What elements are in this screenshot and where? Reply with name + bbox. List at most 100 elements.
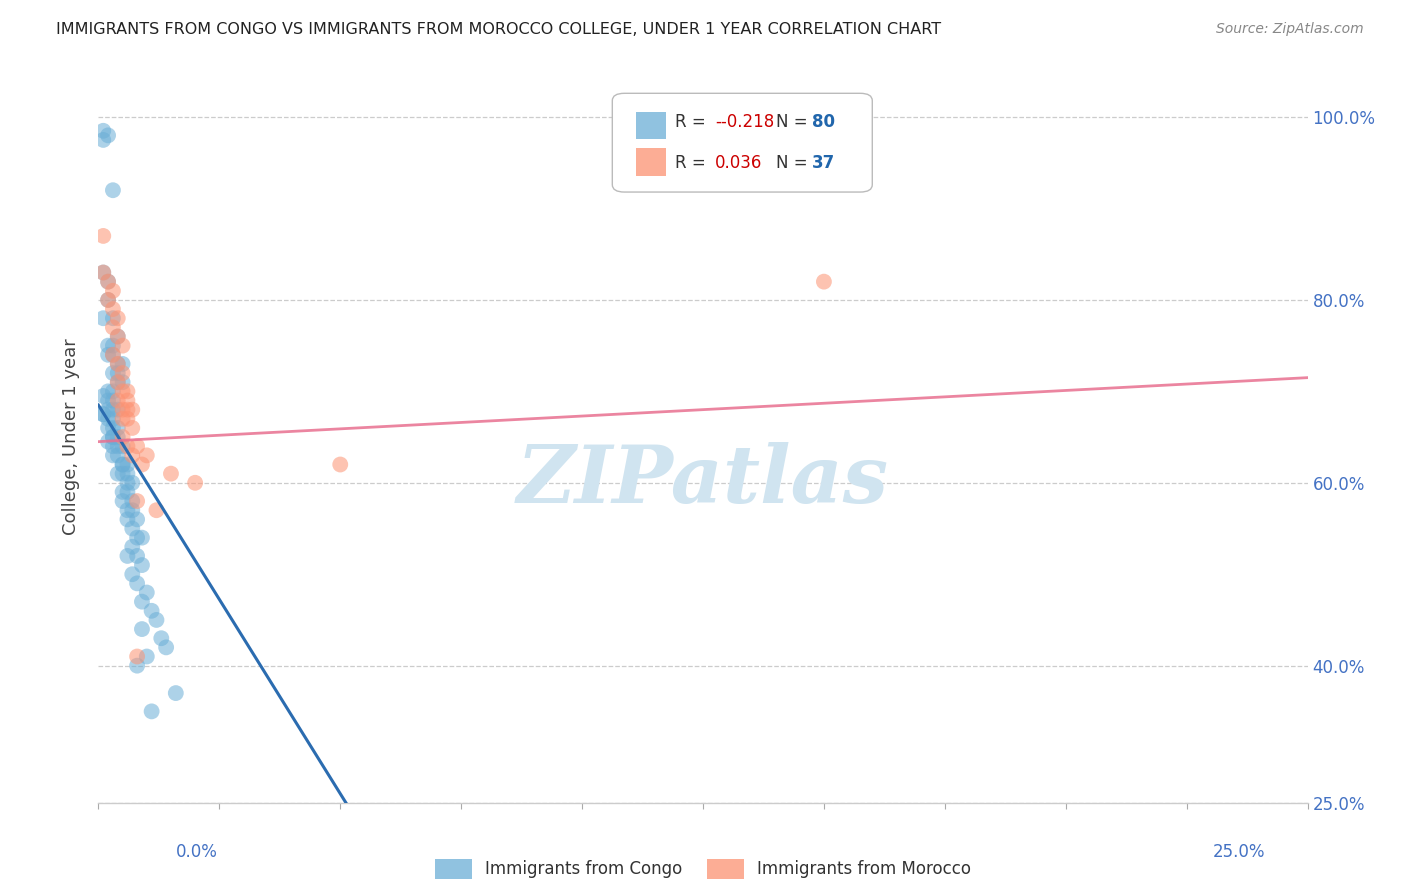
- Point: [117, 485, 139, 500]
- Point: [101, 430, 124, 444]
- Point: [117, 512, 139, 526]
- Text: 37: 37: [811, 153, 835, 171]
- Point: [97, 293, 120, 307]
- Point: [131, 622, 153, 636]
- Point: [107, 402, 129, 417]
- Point: [127, 649, 149, 664]
- Point: [91, 266, 114, 280]
- Point: [117, 458, 139, 472]
- Point: [101, 311, 124, 326]
- Point: [111, 458, 134, 472]
- Point: [111, 411, 134, 425]
- Point: [127, 576, 149, 591]
- Point: [135, 449, 157, 463]
- Point: [160, 467, 183, 481]
- Point: [91, 389, 114, 403]
- Point: [97, 384, 120, 399]
- Point: [107, 430, 129, 444]
- Point: [101, 449, 124, 463]
- Point: [107, 329, 129, 343]
- Text: --0.218: --0.218: [716, 113, 775, 131]
- Point: [165, 686, 187, 700]
- Text: R =: R =: [675, 153, 711, 171]
- Point: [127, 658, 149, 673]
- Point: [117, 439, 139, 453]
- Point: [97, 411, 120, 425]
- Legend: Immigrants from Congo, Immigrants from Morocco: Immigrants from Congo, Immigrants from M…: [434, 859, 972, 879]
- Text: ZIPatlas: ZIPatlas: [517, 442, 889, 520]
- Point: [150, 632, 173, 646]
- Point: [107, 329, 129, 343]
- Point: [127, 549, 149, 563]
- Text: N =: N =: [776, 153, 813, 171]
- Point: [117, 384, 139, 399]
- Point: [101, 411, 124, 425]
- Point: [127, 439, 149, 453]
- Point: [101, 301, 124, 317]
- Point: [813, 275, 835, 289]
- Point: [121, 421, 143, 435]
- Point: [184, 475, 207, 490]
- Point: [155, 640, 177, 655]
- Text: 0.036: 0.036: [716, 153, 762, 171]
- Point: [107, 449, 129, 463]
- Point: [107, 439, 129, 453]
- Point: [97, 275, 120, 289]
- Point: [111, 376, 134, 390]
- Point: [107, 376, 129, 390]
- Point: [111, 494, 134, 508]
- Point: [117, 475, 139, 490]
- Point: [117, 402, 139, 417]
- Point: [97, 434, 120, 449]
- Point: [141, 705, 163, 719]
- Point: [101, 421, 124, 435]
- Point: [121, 540, 143, 554]
- FancyBboxPatch shape: [637, 112, 665, 139]
- Point: [91, 407, 114, 421]
- Point: [131, 531, 153, 545]
- Point: [107, 393, 129, 408]
- Point: [101, 384, 124, 399]
- Point: [127, 531, 149, 545]
- Point: [117, 549, 139, 563]
- Point: [131, 458, 153, 472]
- Point: [101, 393, 124, 408]
- Point: [111, 357, 134, 371]
- Point: [135, 585, 157, 599]
- Point: [329, 458, 352, 472]
- Text: 25.0%: 25.0%: [1213, 843, 1265, 861]
- Point: [145, 503, 167, 517]
- Point: [101, 402, 124, 417]
- Point: [111, 384, 134, 399]
- Point: [117, 393, 139, 408]
- Point: [107, 467, 129, 481]
- Point: [101, 348, 124, 362]
- Point: [101, 348, 124, 362]
- Point: [107, 421, 129, 435]
- Point: [121, 402, 143, 417]
- Point: [111, 467, 134, 481]
- Point: [141, 604, 163, 618]
- Text: N =: N =: [776, 113, 813, 131]
- Point: [107, 357, 129, 371]
- Point: [91, 407, 114, 421]
- Point: [91, 133, 114, 147]
- Point: [131, 558, 153, 573]
- Point: [117, 467, 139, 481]
- FancyBboxPatch shape: [637, 148, 665, 176]
- Point: [107, 311, 129, 326]
- Point: [101, 439, 124, 453]
- Point: [97, 339, 120, 353]
- Point: [111, 485, 134, 500]
- Point: [111, 366, 134, 380]
- Point: [97, 421, 120, 435]
- Point: [111, 439, 134, 453]
- Point: [101, 183, 124, 197]
- Point: [97, 275, 120, 289]
- FancyBboxPatch shape: [613, 94, 872, 192]
- Point: [91, 228, 114, 243]
- Point: [107, 357, 129, 371]
- Text: 80: 80: [811, 113, 835, 131]
- Point: [127, 512, 149, 526]
- Text: 0.0%: 0.0%: [176, 843, 218, 861]
